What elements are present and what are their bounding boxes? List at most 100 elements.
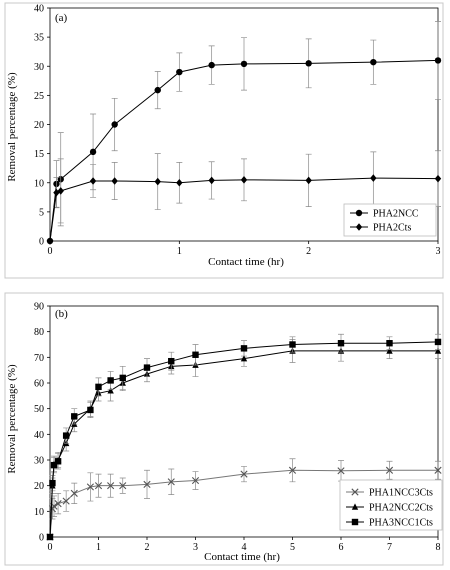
data-point	[240, 60, 248, 68]
data-point	[57, 187, 64, 195]
x-tick-label: 7	[387, 542, 392, 553]
y-tick-label: 40	[34, 4, 44, 15]
data-point	[49, 479, 56, 487]
series-PHA3NCC1Cts	[46, 333, 442, 541]
data-point	[176, 68, 183, 76]
x-tick-label: 0	[48, 246, 53, 257]
data-point	[94, 482, 103, 490]
data-point	[70, 489, 78, 497]
data-point	[89, 148, 97, 156]
data-point	[107, 387, 114, 394]
y-tick-label: 10	[34, 178, 44, 189]
legend-b-items: PHA1NCC3Cts PHA2NCC2Cts PHA3NCC1Cts	[346, 488, 433, 529]
data-point	[168, 357, 175, 365]
data-point	[119, 482, 127, 490]
data-point	[191, 476, 200, 485]
data-point	[208, 176, 215, 185]
data-point	[240, 345, 248, 352]
data-point	[288, 466, 297, 474]
data-point	[46, 237, 54, 245]
data-point	[386, 340, 393, 347]
legend-label: PHA1NCC3Cts	[369, 488, 433, 499]
legend-marker	[355, 223, 363, 231]
plot-area-a: 0 5 10 15 20 25 30 35 40 0 1 2 3	[34, 4, 442, 257]
panel-a: 0 5 10 15 20 25 30 35 40 0 1 2 3 (a) Contact time (h…	[4, 2, 444, 279]
data-point	[86, 483, 94, 491]
data-point	[434, 174, 442, 183]
data-point	[154, 86, 161, 94]
x-tick-label: 3	[436, 246, 441, 257]
data-point	[370, 174, 377, 182]
data-point	[111, 121, 118, 128]
data-point	[176, 178, 183, 187]
panel-a-label: (a)	[55, 12, 68, 24]
data-point	[167, 478, 175, 486]
data-point	[337, 340, 345, 347]
y-tick-label: 30	[34, 456, 44, 467]
data-point	[95, 383, 102, 391]
y-tick-label: 40	[34, 430, 44, 441]
x-tick-label: 4	[242, 542, 247, 553]
data-point	[89, 177, 97, 185]
legend-b: PHA1NCC3Cts PHA2NCC2Cts PHA3NCC1Cts	[339, 479, 443, 531]
panel-b-ylabel: Removal percentage (%)	[6, 364, 18, 474]
data-point	[54, 500, 62, 508]
data-point	[62, 497, 70, 505]
data-point	[143, 364, 151, 371]
data-point	[434, 338, 442, 346]
legend-marker	[351, 518, 359, 526]
data-point	[54, 458, 62, 465]
y-tick-label: 20	[34, 481, 44, 492]
series-PHA2NCC	[46, 21, 442, 245]
data-point	[46, 533, 54, 541]
legend-marker	[355, 209, 363, 217]
y-tick-label: 90	[34, 302, 44, 313]
y-tick-label: 60	[34, 379, 44, 390]
data-point	[289, 341, 296, 348]
y-tick-label: 80	[34, 327, 44, 338]
y-tick-label: 0	[39, 533, 44, 544]
x-tick-label: 6	[339, 542, 344, 553]
panel-b-label: (b)	[55, 308, 68, 320]
panel-a-xlabel: Contact time (hr)	[208, 256, 284, 268]
panel-a-frame	[4, 2, 444, 279]
x-tick-label: 1	[177, 246, 182, 257]
data-point	[240, 355, 248, 362]
panel-b: 0 10 20 30 40 50 60 70 80 90 0 1 2 3 4 5 6 7 8 (b) Contact…	[4, 292, 444, 566]
x-tick-label: 0	[48, 542, 53, 553]
x-tick-label: 8	[436, 542, 441, 553]
data-point	[385, 466, 394, 474]
y-tick-label: 70	[34, 353, 44, 364]
data-point	[87, 406, 94, 414]
data-point	[240, 470, 248, 478]
data-point	[50, 461, 58, 469]
data-point	[71, 413, 78, 420]
data-point	[107, 377, 114, 384]
data-point	[434, 347, 442, 354]
data-point	[154, 177, 161, 186]
plot-area-b: 0 10 20 30 40 50 60 70 80 90 0 1 2 3 4 5 6 7 8	[34, 302, 442, 553]
data-point	[192, 351, 199, 358]
y-tick-label: 30	[34, 62, 44, 73]
y-tick-label: 50	[34, 404, 44, 415]
data-point	[434, 466, 442, 474]
panel-b-xlabel: Contact time (hr)	[204, 551, 280, 563]
data-point	[305, 60, 312, 67]
series-PHA2Cts	[46, 150, 442, 245]
legend-a: PHA2NCC PHA2Cts	[343, 203, 437, 237]
data-point	[107, 482, 115, 490]
x-tick-label: 1	[96, 542, 101, 553]
y-tick-label: 15	[34, 149, 44, 160]
x-tick-label: 3	[193, 542, 198, 553]
data-point	[119, 374, 126, 382]
panel-b-frame	[4, 292, 444, 566]
y-tick-label: 35	[34, 33, 44, 44]
legend-marker	[351, 503, 359, 510]
y-tick-label: 10	[34, 507, 44, 518]
x-tick-label: 2	[145, 542, 150, 553]
data-point	[337, 467, 345, 475]
data-point	[143, 480, 151, 488]
y-tick-label: 25	[34, 91, 44, 102]
legend-a-items: PHA2NCC PHA2Cts	[350, 209, 419, 234]
data-point	[305, 176, 312, 185]
